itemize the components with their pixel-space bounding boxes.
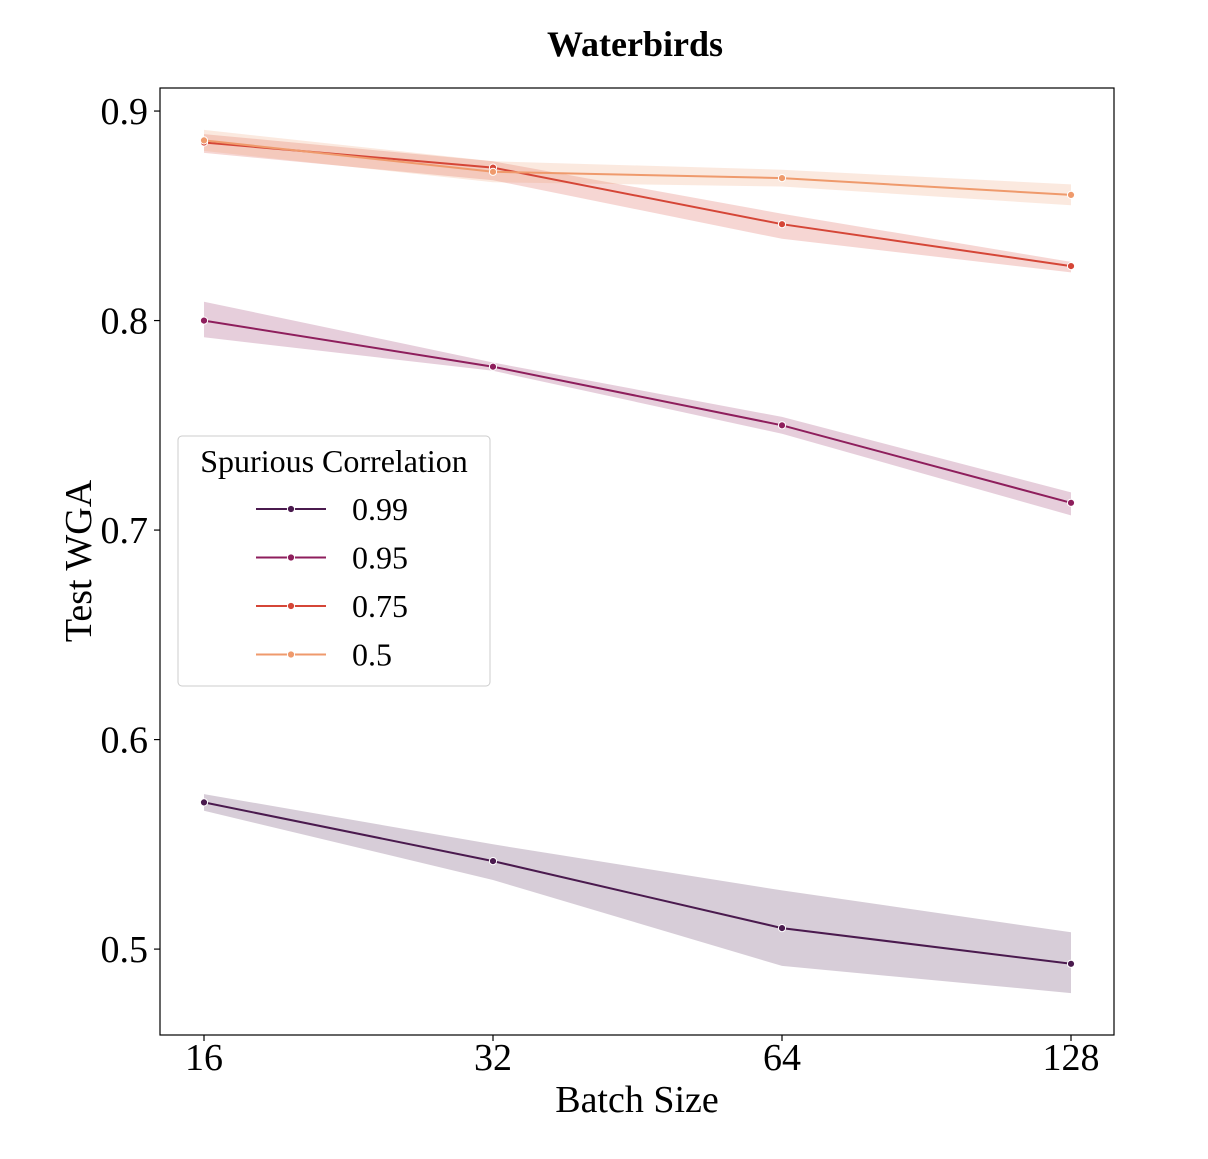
y-tick-label: 0.7 (101, 510, 149, 552)
confidence-band-0-5 (204, 129, 1071, 206)
data-point-0-99-32 (488, 857, 498, 866)
y-tick-label: 0.5 (101, 929, 149, 971)
data-point-0-95-64 (777, 421, 787, 430)
legend-swatch-marker (286, 601, 296, 611)
series-line-0-99 (203, 801, 1072, 965)
legend-label-0-5: 0.5 (352, 637, 392, 673)
data-point-0-95-32 (488, 362, 498, 371)
series-line-0-5 (203, 139, 1072, 196)
data-point-0-75-64 (777, 220, 787, 229)
legend-swatch-marker (286, 650, 296, 659)
data-point-0-95-16 (199, 316, 209, 325)
data-point-0-5-128 (1066, 190, 1076, 199)
series-lines (203, 139, 1072, 965)
data-point-0-75-128 (1066, 262, 1076, 271)
y-tick-label: 0.6 (101, 720, 149, 762)
series-markers (199, 136, 1076, 968)
legend-title: Spurious Correlation (200, 443, 468, 479)
series-line-0-75 (203, 141, 1072, 268)
y-axis-label: Test WGA (58, 479, 100, 642)
chart-title: Waterbirds (547, 24, 723, 64)
x-axis-ticks: 16 32 64 128 (185, 1035, 1100, 1079)
series-line-0-95 (203, 319, 1072, 504)
data-point-0-99-128 (1066, 959, 1076, 968)
legend-label-0-75: 0.75 (352, 588, 408, 624)
plot-frame (159, 87, 1115, 1036)
x-tick-label: 16 (185, 1037, 223, 1079)
legend-box (177, 435, 491, 687)
data-point-0-95-128 (1066, 498, 1076, 507)
y-axis-ticks: 0.5 0.6 0.7 0.8 0.9 (101, 91, 160, 971)
x-tick-label: 64 (763, 1037, 801, 1079)
data-point-0-5-16 (199, 136, 209, 145)
confidence-band-0-75 (204, 134, 1071, 273)
data-point-0-5-64 (777, 174, 787, 183)
data-point-0-99-64 (777, 924, 787, 933)
y-tick-label: 0.9 (101, 91, 149, 133)
x-tick-label: 128 (1043, 1037, 1100, 1079)
data-point-0-5-32 (488, 167, 498, 176)
x-axis-label: Batch Size (555, 1079, 719, 1121)
y-tick-label: 0.8 (101, 301, 149, 343)
data-point-0-99-16 (199, 798, 209, 807)
legend-label-0-99: 0.99 (352, 491, 408, 527)
legend-swatch-marker (286, 553, 296, 562)
legend-label-0-95: 0.95 (352, 540, 408, 576)
legend-swatch-marker (286, 504, 296, 514)
legend: Spurious Correlation 0.99 0.95 0.75 0.5 (177, 435, 491, 687)
x-tick-label: 32 (474, 1037, 512, 1079)
